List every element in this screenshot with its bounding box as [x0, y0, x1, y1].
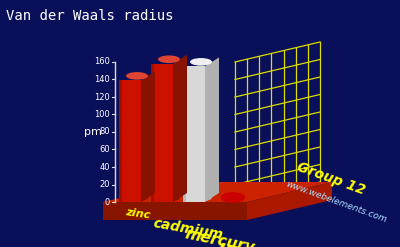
Polygon shape	[103, 182, 332, 202]
Text: 120: 120	[94, 92, 110, 102]
Text: ununbium: ununbium	[216, 238, 328, 247]
Text: zinc: zinc	[125, 207, 151, 220]
Bar	[119, 80, 141, 202]
Text: pm: pm	[84, 127, 102, 137]
Ellipse shape	[158, 55, 180, 63]
Text: 60: 60	[99, 145, 110, 154]
Bar	[119, 80, 122, 202]
Bar	[183, 66, 186, 202]
Ellipse shape	[190, 194, 212, 201]
Text: 100: 100	[94, 110, 110, 119]
Bar	[151, 64, 173, 202]
Bar	[183, 66, 205, 202]
Text: mercury: mercury	[184, 226, 257, 247]
Text: Group 12: Group 12	[295, 160, 367, 198]
Text: Van der Waals radius: Van der Waals radius	[6, 9, 174, 23]
Text: 20: 20	[100, 180, 110, 189]
Text: 160: 160	[94, 58, 110, 66]
Polygon shape	[235, 42, 320, 202]
Polygon shape	[247, 182, 332, 220]
Ellipse shape	[126, 72, 148, 80]
Ellipse shape	[126, 194, 148, 201]
Text: 80: 80	[99, 127, 110, 137]
Ellipse shape	[221, 192, 245, 203]
Polygon shape	[141, 71, 155, 202]
Polygon shape	[205, 57, 219, 202]
Ellipse shape	[158, 194, 180, 201]
Text: www.webelements.com: www.webelements.com	[285, 180, 388, 225]
Polygon shape	[103, 202, 247, 220]
Polygon shape	[173, 55, 187, 202]
Text: 0: 0	[105, 198, 110, 206]
Text: 140: 140	[94, 75, 110, 84]
Text: 40: 40	[100, 163, 110, 171]
Text: cadmium: cadmium	[152, 216, 224, 242]
Ellipse shape	[190, 58, 212, 66]
Bar	[151, 64, 154, 202]
